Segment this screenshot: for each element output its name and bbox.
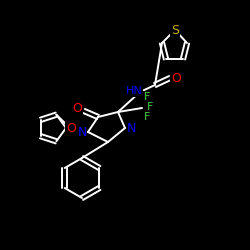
Text: O: O: [72, 102, 82, 116]
Text: N: N: [126, 122, 136, 134]
Text: S: S: [171, 24, 179, 36]
Text: O: O: [66, 122, 76, 134]
Text: O: O: [171, 72, 181, 85]
Text: N: N: [77, 126, 87, 138]
Text: F: F: [144, 92, 150, 102]
Text: F: F: [147, 102, 153, 112]
Text: F: F: [144, 112, 150, 122]
Text: HN: HN: [126, 86, 142, 96]
